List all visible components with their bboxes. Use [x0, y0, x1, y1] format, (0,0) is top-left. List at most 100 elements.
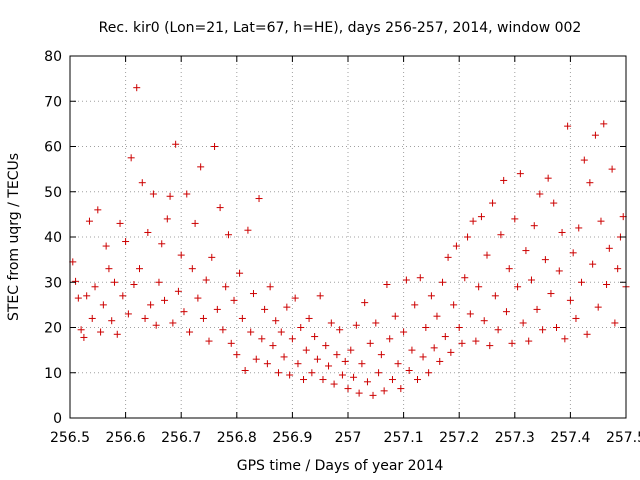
data-point [430, 344, 438, 352]
data-point [216, 204, 224, 212]
points-layer [69, 84, 630, 399]
data-point [350, 373, 358, 381]
y-tick-label: 50 [44, 185, 62, 201]
data-point [110, 278, 118, 286]
data-point [441, 333, 449, 341]
data-point [119, 292, 127, 300]
data-point [288, 335, 296, 343]
data-point [561, 335, 569, 343]
data-point [397, 385, 405, 393]
data-point [553, 324, 560, 331]
data-point [80, 333, 88, 341]
data-point [297, 324, 305, 331]
data-point [263, 360, 271, 368]
data-point [533, 305, 541, 313]
data-point [105, 265, 113, 273]
data-point [555, 267, 563, 275]
data-point [277, 328, 285, 336]
data-point [500, 176, 508, 184]
data-point [578, 278, 586, 286]
data-point [566, 296, 574, 304]
data-point [480, 317, 488, 325]
data-point [514, 283, 522, 291]
data-point [405, 366, 413, 374]
data-point [422, 324, 430, 331]
data-point [408, 346, 416, 354]
data-point [483, 251, 491, 259]
data-point [391, 312, 399, 320]
data-point [436, 357, 444, 365]
data-point [580, 156, 588, 164]
data-point [558, 228, 566, 236]
data-point [166, 192, 174, 200]
data-point [155, 278, 163, 286]
data-point [491, 292, 499, 300]
data-point [477, 213, 485, 221]
data-point [608, 165, 616, 173]
data-point [174, 287, 182, 295]
data-point [605, 244, 613, 252]
data-point [99, 301, 107, 309]
data-point [294, 360, 302, 368]
data-point [591, 131, 599, 139]
data-point [505, 265, 513, 273]
data-point [85, 217, 93, 225]
data-point [91, 283, 99, 291]
data-point [194, 294, 202, 302]
data-point [377, 351, 385, 359]
data-point [439, 278, 447, 286]
x-tick-label: 257.3 [495, 430, 535, 446]
data-point [316, 292, 324, 300]
data-point [205, 337, 213, 345]
data-point [419, 353, 427, 361]
data-point [347, 346, 355, 354]
data-point [177, 251, 185, 259]
data-point [402, 276, 410, 284]
data-point [427, 292, 435, 300]
data-point [236, 269, 244, 277]
data-point [333, 351, 341, 359]
data-point [291, 294, 299, 302]
data-point [394, 360, 402, 368]
data-point [564, 122, 572, 130]
data-point [102, 242, 110, 250]
data-point [469, 217, 477, 225]
y-tick-label: 10 [44, 366, 62, 382]
data-point [180, 308, 188, 316]
data-point [83, 292, 91, 300]
data-point [249, 290, 257, 298]
data-point [108, 317, 116, 325]
data-point [361, 299, 369, 307]
data-point [149, 190, 157, 198]
data-point [261, 305, 269, 313]
data-point [172, 140, 180, 148]
grid-layer [70, 56, 626, 418]
x-axis-label: GPS time / Days of year 2014 [237, 458, 444, 474]
data-point [127, 154, 135, 162]
y-tick-label: 80 [44, 49, 62, 65]
data-point [425, 369, 433, 377]
data-point [213, 305, 221, 313]
data-point [586, 179, 594, 187]
data-point [302, 346, 310, 354]
y-tick-label: 0 [53, 411, 62, 427]
data-point [224, 231, 232, 239]
data-point [363, 378, 371, 386]
data-point [464, 233, 472, 241]
data-point [452, 242, 460, 250]
data-point [169, 319, 177, 327]
data-point [144, 228, 152, 236]
data-point [575, 224, 583, 232]
data-point [238, 314, 246, 322]
data-point [152, 321, 160, 329]
data-point [536, 190, 544, 198]
data-point [475, 283, 483, 291]
data-point [211, 143, 219, 150]
data-point [455, 324, 463, 331]
data-point [322, 342, 330, 350]
data-point [113, 330, 121, 338]
data-point [286, 371, 294, 379]
y-tick-label: 30 [44, 275, 62, 291]
data-point [325, 362, 333, 370]
